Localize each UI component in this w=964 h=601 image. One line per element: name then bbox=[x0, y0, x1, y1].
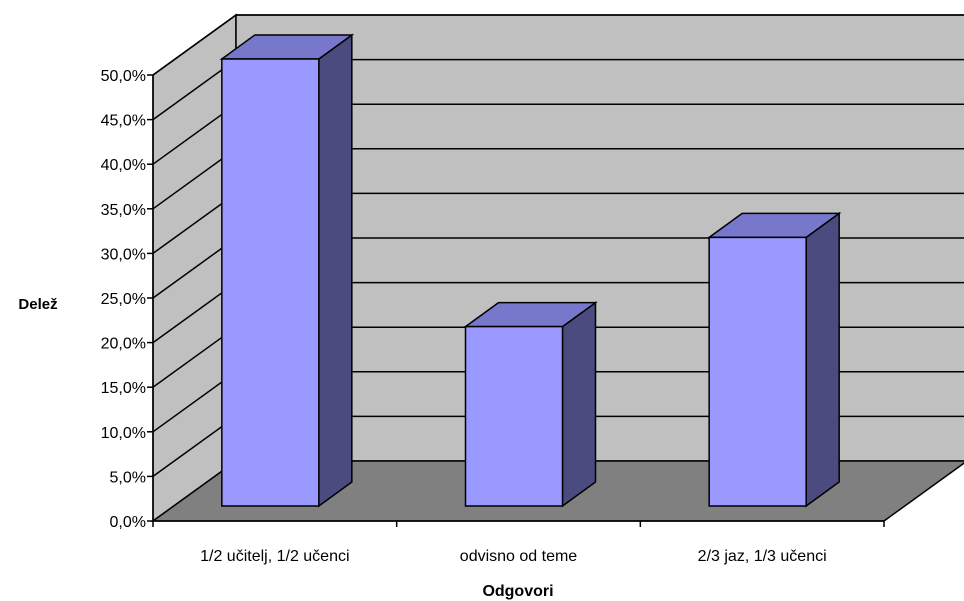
y-tick-label: 0,0% bbox=[110, 514, 146, 531]
y-tick-label: 25,0% bbox=[101, 291, 146, 308]
bar-side bbox=[318, 33, 353, 508]
y-axis-label: Delež bbox=[18, 296, 57, 313]
axes bbox=[147, 74, 885, 527]
bar-front bbox=[708, 236, 807, 507]
bar-front bbox=[464, 325, 564, 507]
bar-side bbox=[561, 301, 597, 508]
y-tick-labels: 0,0% 5,0% 10,0% 15,0% 20,0% 25,0% 30,0% 35,0% 40… bbox=[101, 68, 146, 531]
bars bbox=[219, 33, 842, 508]
y-tick-label: 35,0% bbox=[101, 202, 146, 219]
y-tick-label: 10,0% bbox=[101, 425, 146, 442]
gridline bbox=[152, 14, 964, 76]
x-axis-label: Odgovori bbox=[482, 583, 553, 600]
x-tick-label: 1/2 učitelj, 1/2 učenci bbox=[200, 548, 349, 565]
y-tick-label: 5,0% bbox=[110, 469, 146, 486]
x-tick-label: 2/3 jaz, 1/3 učenci bbox=[698, 548, 827, 565]
bar bbox=[706, 211, 842, 508]
y-tick-label: 20,0% bbox=[101, 336, 146, 353]
y-tick-label: 50,0% bbox=[101, 68, 146, 85]
bar-side bbox=[805, 211, 840, 508]
bar bbox=[219, 33, 355, 508]
y-tick-label: 30,0% bbox=[101, 246, 146, 263]
x-tick-label: odvisno od teme bbox=[460, 548, 578, 565]
y-tick-label: 40,0% bbox=[101, 157, 146, 174]
x-tick-labels: 1/2 učitelj, 1/2 učenci odvisno od teme 2/… bbox=[200, 548, 827, 565]
y-tick-label: 45,0% bbox=[101, 113, 146, 130]
bar-front bbox=[221, 58, 320, 507]
bar bbox=[463, 301, 598, 508]
y-tick-label: 15,0% bbox=[101, 380, 146, 397]
